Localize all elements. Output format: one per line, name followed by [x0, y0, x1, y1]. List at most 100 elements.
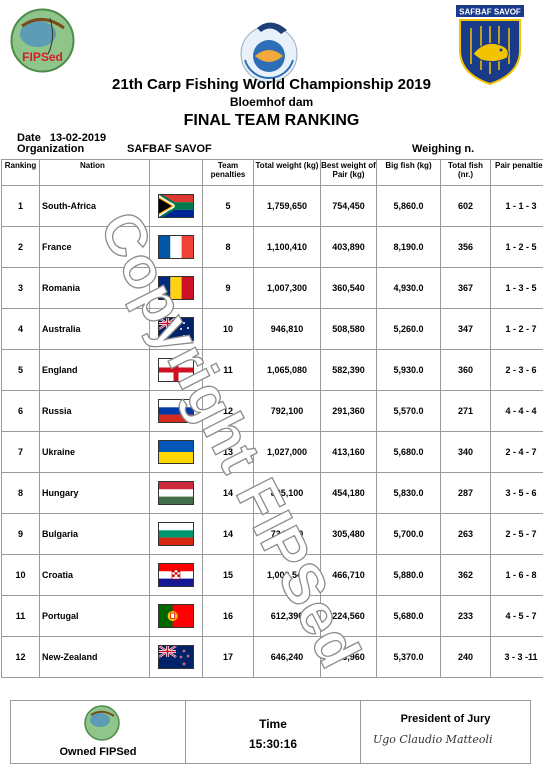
new-zealand-flag-icon	[158, 645, 194, 669]
england-flag-icon	[158, 358, 194, 382]
time-cell: Time 15:30:16	[186, 701, 360, 763]
cell-best-pair: 224,560	[320, 595, 377, 637]
cell-team-penalties: 17	[202, 636, 254, 678]
cell-team-penalties: 14	[202, 472, 254, 514]
cell-best-pair: 360,540	[320, 267, 377, 309]
cell-flag	[149, 267, 203, 309]
cell-big-fish: 8,190.0	[376, 226, 441, 268]
col-nation: Nation	[39, 159, 150, 186]
russia-flag-icon	[158, 399, 194, 423]
cell-total-weight: 646,240	[253, 636, 321, 678]
cell-big-fish: 5,260.0	[376, 308, 441, 350]
ranking-title: FINAL TEAM RANKING	[183, 112, 360, 129]
cell-nation: France	[39, 226, 150, 268]
cell-flag	[149, 513, 203, 555]
footer-divider	[360, 701, 361, 763]
cell-team-penalties: 10	[202, 308, 254, 350]
col-pair-penalties: Pair penalties	[490, 159, 543, 186]
cell-rank: 5	[1, 349, 40, 391]
cell-flag	[149, 472, 203, 514]
col-total-weight: Total weight (kg)	[253, 159, 321, 186]
cell-total-fish: 362	[440, 554, 491, 596]
cell-pair-penalties: 3 - 3 -11	[490, 636, 543, 678]
footer-divider	[185, 701, 186, 763]
cell-team-penalties: 16	[202, 595, 254, 637]
cell-total-weight: 612,390	[253, 595, 321, 637]
venue-title: Bloemhof dam	[229, 95, 314, 109]
cell-best-pair: 323,960	[320, 636, 377, 678]
time-label: Time	[259, 717, 287, 731]
cell-team-penalties: 14	[202, 513, 254, 555]
cell-team-penalties: 13	[202, 431, 254, 473]
col-big-fish: Big fish (kg)	[376, 159, 441, 186]
cell-pair-penalties: 1 - 3 - 5	[490, 267, 543, 309]
cell-rank: 8	[1, 472, 40, 514]
cell-best-pair: 754,450	[320, 185, 377, 227]
cell-rank: 6	[1, 390, 40, 432]
table-row: 11 Portugal 16 612,390 224,560 5,680.0 233 4 - …	[1, 595, 543, 637]
table-row: 9 Bulgaria 14 734,510 305,480 5,700.0 263 2 - 5…	[1, 513, 543, 555]
cell-flag	[149, 431, 203, 473]
table-row: 5 England 11 1,065,080 582,390 5,930.0 360 2 - …	[1, 349, 543, 391]
cell-rank: 9	[1, 513, 40, 555]
date-line: Date 13-02-2019	[17, 132, 106, 144]
cell-rank: 1	[1, 185, 40, 227]
table-row: 2 France 8 1,100,410 403,890 8,190.0 356 1 - 2 …	[1, 226, 543, 268]
president-cell: President of Jury Ugo Claudio Matteoli	[361, 701, 530, 763]
cell-rank: 4	[1, 308, 40, 350]
championship-logo	[237, 16, 301, 86]
fipsed-small-logo	[84, 705, 120, 741]
cell-pair-penalties: 1 - 1 - 3	[490, 185, 543, 227]
cell-total-fish: 233	[440, 595, 491, 637]
table-row: 3 Romania 9 1,007,300 360,540 4,930.0 367 1 - 3…	[1, 267, 543, 309]
cell-total-weight: 1,027,000	[253, 431, 321, 473]
cell-flag	[149, 595, 203, 637]
fipsed-logo: FIPSed	[10, 8, 75, 73]
cell-total-weight: 1,100,410	[253, 226, 321, 268]
date-label: Date	[17, 132, 41, 144]
cell-team-penalties: 11	[202, 349, 254, 391]
cell-best-pair: 454,180	[320, 472, 377, 514]
weighing-label: Weighing n.	[412, 143, 475, 155]
table-row: 6 Russia 12 792,100 291,360 5,570.0 271 4 - 4 -…	[1, 390, 543, 432]
cell-pair-penalties: 1 - 2 - 5	[490, 226, 543, 268]
cell-rank: 3	[1, 267, 40, 309]
cell-best-pair: 413,160	[320, 431, 377, 473]
cell-nation: Hungary	[39, 472, 150, 514]
cell-total-weight: 946,810	[253, 308, 321, 350]
cell-pair-penalties: 2 - 3 - 6	[490, 349, 543, 391]
cell-flag	[149, 349, 203, 391]
cell-nation: Ukraine	[39, 431, 150, 473]
table-row: 12 New-Zealand 17 646,240 323,960 5,370.0 240 3…	[1, 636, 543, 678]
cell-best-pair: 508,580	[320, 308, 377, 350]
cell-nation: England	[39, 349, 150, 391]
cell-nation: New-Zealand	[39, 636, 150, 678]
romania-flag-icon	[158, 276, 194, 300]
cell-rank: 11	[1, 595, 40, 637]
australia-flag-icon	[158, 317, 194, 341]
cell-total-weight: 1,065,080	[253, 349, 321, 391]
cell-total-fish: 240	[440, 636, 491, 678]
cell-total-fish: 271	[440, 390, 491, 432]
cell-big-fish: 5,830.0	[376, 472, 441, 514]
cell-total-fish: 287	[440, 472, 491, 514]
ranking-table: Ranking Nation Team penalties Total weig…	[1, 159, 543, 678]
cell-total-weight: 792,100	[253, 390, 321, 432]
cell-nation: South-Africa	[39, 185, 150, 227]
col-ranking: Ranking	[1, 159, 40, 186]
col-team-penalties: Team penalties	[202, 159, 254, 186]
cell-total-weight: 734,510	[253, 513, 321, 555]
safbaf-savof-logo: SAFBAF SAVOF	[455, 4, 525, 86]
owned-cell: Owned FIPSed	[11, 701, 185, 763]
table-row: 10 Croatia 15 1,000,540 466,710 5,880.0 362 1 -…	[1, 554, 543, 596]
bulgaria-flag-icon	[158, 522, 194, 546]
cell-big-fish: 5,880.0	[376, 554, 441, 596]
cell-big-fish: 5,930.0	[376, 349, 441, 391]
cell-best-pair: 466,710	[320, 554, 377, 596]
ukraine-flag-icon	[158, 440, 194, 464]
cell-big-fish: 5,680.0	[376, 595, 441, 637]
cell-total-weight: 1,759,650	[253, 185, 321, 227]
cell-big-fish: 5,570.0	[376, 390, 441, 432]
cell-total-fish: 367	[440, 267, 491, 309]
cell-flag	[149, 185, 203, 227]
